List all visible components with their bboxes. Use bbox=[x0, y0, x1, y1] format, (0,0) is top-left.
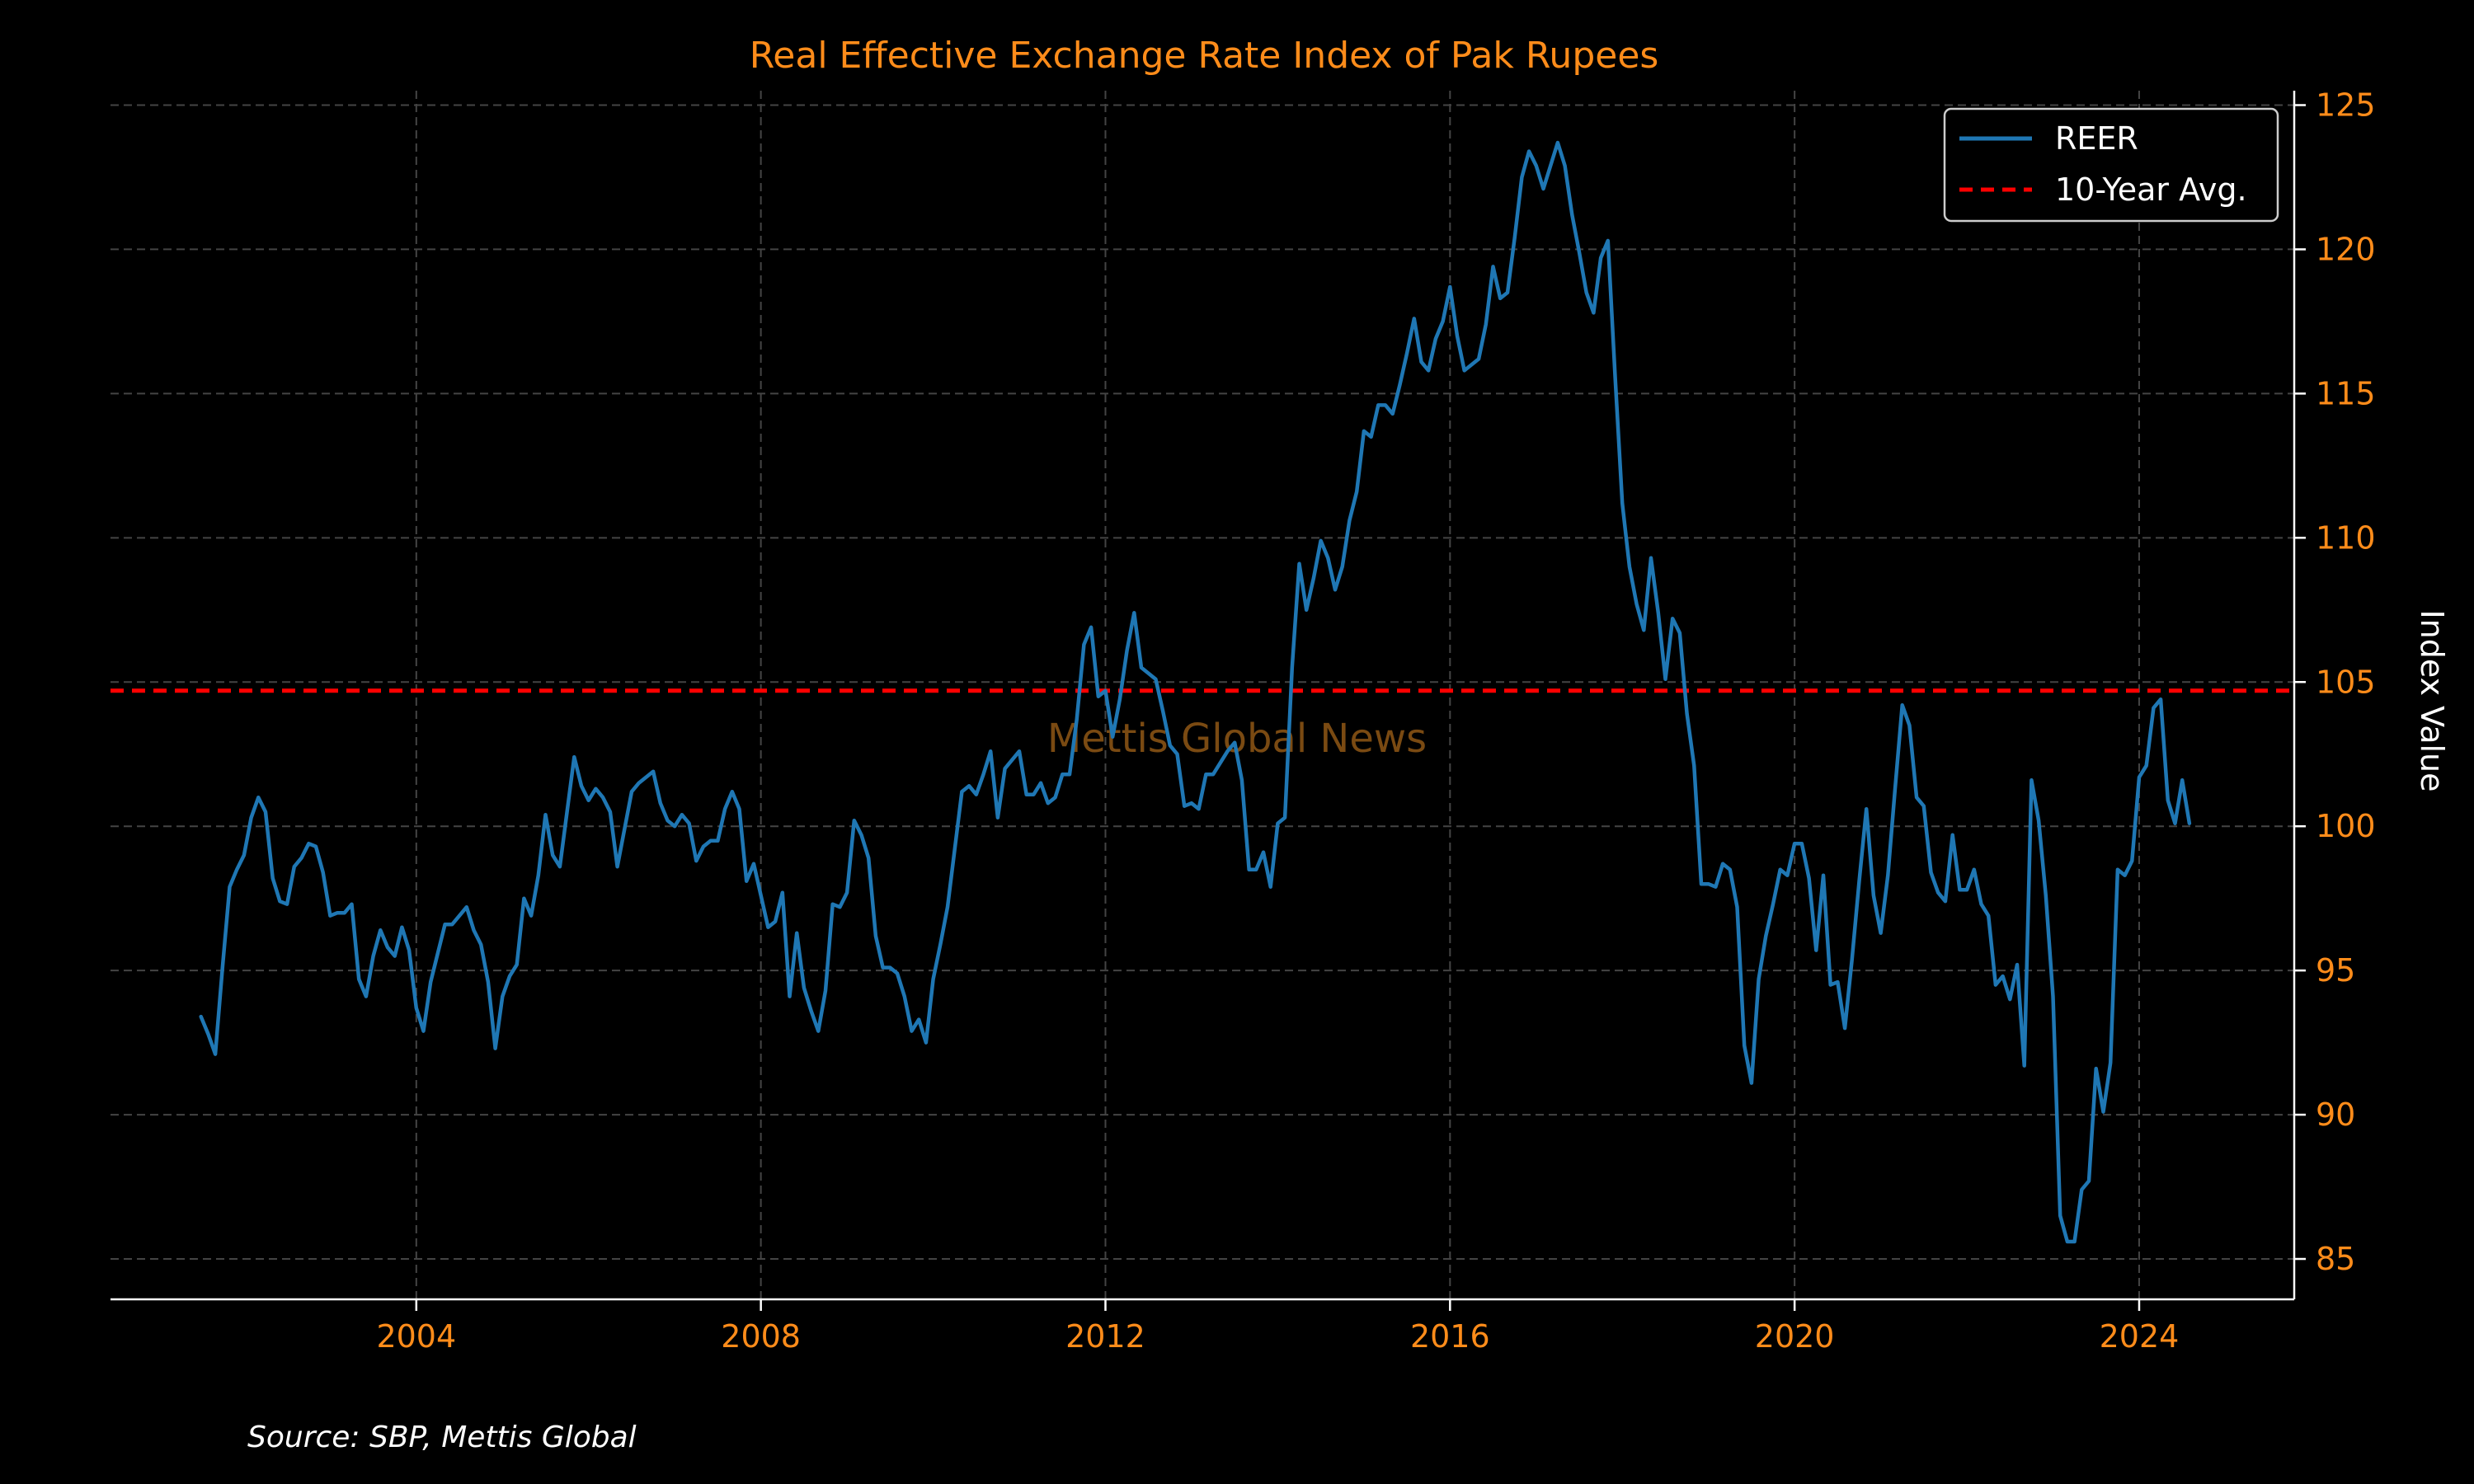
x-ticks: 2004 2008 2012 2016 2020 2024 bbox=[376, 1299, 2179, 1355]
x-tick-label: 2016 bbox=[1410, 1318, 1490, 1355]
chart-title: Real Effective Exchange Rate Index of Pa… bbox=[750, 35, 1659, 77]
y-tick-label: 85 bbox=[2316, 1241, 2355, 1277]
reer-series-line bbox=[199, 140, 2192, 1244]
x-tick-label: 2012 bbox=[1065, 1318, 1145, 1355]
legend: REER 10-Year Avg. bbox=[1943, 107, 2279, 223]
source-note: Source: SBP, Mettis Global bbox=[247, 1421, 637, 1454]
legend-avg-label: 10-Year Avg. bbox=[2055, 171, 2247, 208]
x-tick-label: 2024 bbox=[2100, 1318, 2180, 1355]
y-tick-label: 120 bbox=[2316, 231, 2376, 267]
series-layer bbox=[199, 140, 2192, 1244]
axes bbox=[111, 91, 2296, 1301]
y-tick-label: 100 bbox=[2316, 808, 2376, 844]
y-tick-label: 105 bbox=[2316, 664, 2376, 700]
x-tick-label: 2004 bbox=[376, 1318, 456, 1355]
y-tick-label: 115 bbox=[2316, 375, 2376, 411]
y-tick-label: 95 bbox=[2316, 952, 2355, 989]
x-tick-label: 2020 bbox=[1755, 1318, 1835, 1355]
y-tick-label: 110 bbox=[2316, 519, 2376, 556]
y-tick-label: 125 bbox=[2316, 87, 2376, 123]
x-tick-label: 2008 bbox=[721, 1318, 801, 1355]
y-tick-label: 90 bbox=[2316, 1097, 2355, 1133]
y-ticks: 85 90 95 100 105 110 115 120 125 bbox=[2294, 87, 2376, 1277]
legend-reer-label: REER bbox=[2055, 120, 2138, 157]
y-axis-label: Index Value bbox=[2414, 609, 2450, 791]
